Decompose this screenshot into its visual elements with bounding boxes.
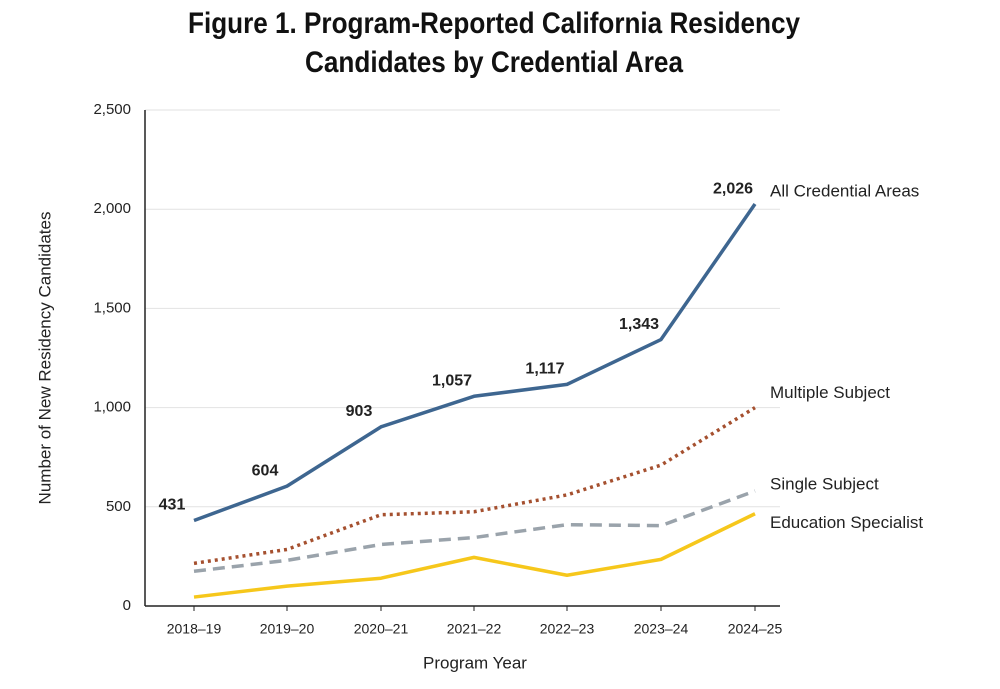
data-label: 2,026 [713,180,753,197]
x-tick-label: 2024–25 [728,621,783,637]
x-axis-label: Program Year [423,653,527,672]
series-line [193,203,757,523]
data-label: 604 [252,462,279,479]
y-tick-label: 1,000 [93,399,131,416]
series-label: Multiple Subject [770,383,890,402]
chart-title: Candidates by Credential Area [305,46,683,79]
data-label: 1,117 [525,361,564,378]
series-label: All Credential Areas [770,182,919,201]
x-tick-label: 2018–19 [167,621,222,637]
x-tick-label: 2019–20 [260,621,315,637]
data-label: 1,343 [619,316,659,333]
chart-title: Figure 1. Program-Reported California Re… [188,7,800,40]
data-label: 431 [159,497,186,514]
y-tick-label: 0 [123,597,131,614]
data-label: 1,057 [432,373,472,390]
y-tick-label: 2,000 [93,200,131,217]
x-tick-label: 2020–21 [354,621,409,637]
x-tick-label: 2023–24 [634,621,689,637]
data-label: 903 [346,403,373,420]
y-tick-label: 2,500 [93,101,131,118]
series-line [193,512,756,599]
x-tick-label: 2021–22 [447,621,502,637]
y-tick-label: 1,500 [93,299,131,316]
x-tick-label: 2022–23 [540,621,595,637]
series-label: Education Specialist [770,513,923,532]
y-tick-label: 500 [106,498,131,515]
series-line [193,406,756,566]
y-axis-label: Number of New Residency Candidates [35,212,54,505]
series-label: Single Subject [770,474,879,493]
